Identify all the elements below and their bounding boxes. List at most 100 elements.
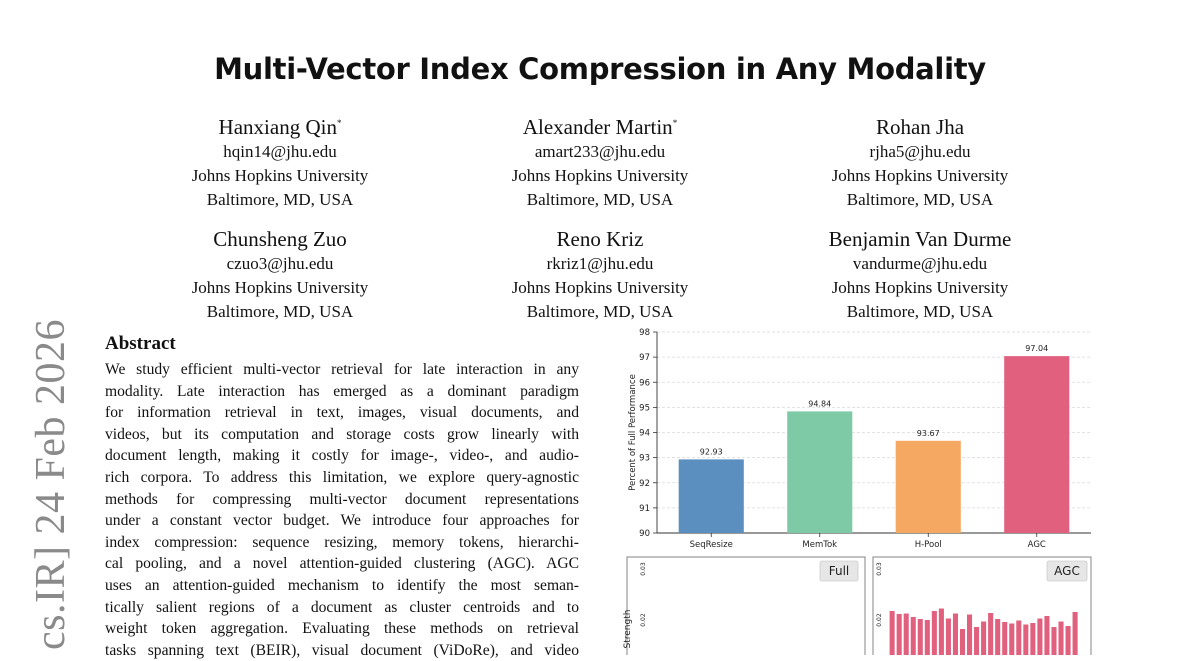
abstract-line: uses an attention-guided mechanism to id… — [105, 576, 579, 594]
author-name: Hanxiang Qin* — [218, 115, 342, 139]
y-axis-title: Strength — [623, 610, 633, 649]
attention-bar — [931, 611, 937, 661]
abstract-section: Abstract We study efficient multi-vector… — [105, 333, 579, 661]
y-tick-label: 0.02 — [640, 613, 647, 627]
attention-bar — [917, 619, 923, 661]
agc-panel-frame — [872, 556, 1092, 661]
y-tick-label: 93 — [639, 454, 650, 464]
attention-bar — [1009, 623, 1015, 661]
attention-bar — [903, 613, 909, 661]
author-affiliation: Johns Hopkins University — [831, 278, 1009, 297]
author-card: Rohan Jha rjha5@jhu.edu Johns Hopkins Un… — [760, 110, 1080, 212]
panel-label-agc: AGC — [1054, 564, 1080, 578]
attention-bar — [995, 619, 1001, 661]
attention-bar — [1037, 618, 1043, 661]
abstract-line: index compression: sequence resizing, me… — [105, 533, 579, 551]
x-tick-label: AGC — [1028, 540, 1046, 550]
author-card: Benjamin Van Durme vandurme@jhu.edu John… — [760, 222, 1080, 324]
author-email: vandurme@jhu.edu — [852, 254, 988, 273]
data-label: 94.84 — [808, 399, 831, 408]
attention-bar — [938, 608, 944, 661]
author-name: Reno Kriz — [556, 227, 644, 251]
bar-seqresize — [678, 459, 744, 533]
panel-label-full: Full — [829, 564, 850, 578]
abstract-line: modality. Late interaction has emerged a… — [105, 382, 579, 400]
y-tick-label: 94 — [639, 429, 650, 439]
equal-contribution-mark: * — [672, 118, 678, 128]
author-card: Alexander Martin* amart233@jhu.edu Johns… — [440, 110, 760, 212]
attention-bar — [1044, 616, 1050, 661]
attention-bar — [1016, 620, 1022, 661]
author-location: Baltimore, MD, USA — [526, 302, 674, 321]
y-tick-label: 0.02 — [876, 613, 883, 627]
abstract-heading: Abstract — [105, 333, 176, 354]
attention-bar — [1065, 626, 1071, 661]
x-tick-label: H-Pool — [915, 540, 942, 550]
attention-bar — [1072, 612, 1078, 661]
abstract-line: cal pooling, and a novel attention-guide… — [105, 555, 579, 573]
author-card: Hanxiang Qin* hqin14@jhu.edu Johns Hopki… — [120, 110, 440, 212]
attention-bar — [1023, 624, 1029, 661]
bar-h-pool — [895, 440, 961, 533]
attention-bar — [924, 620, 930, 661]
author-location: Baltimore, MD, USA — [526, 190, 674, 209]
author-location: Baltimore, MD, USA — [846, 190, 994, 209]
attention-bar — [952, 613, 958, 661]
y-tick-label: 91 — [639, 504, 650, 514]
author-affiliation: Johns Hopkins University — [831, 166, 1009, 185]
attention-bar — [945, 618, 951, 661]
attention-bar — [981, 621, 987, 661]
attention-bar — [1030, 623, 1036, 661]
attention-bar — [974, 627, 980, 661]
abstract-line: document length, making it costly for im… — [105, 447, 579, 465]
y-tick-label: 92 — [639, 479, 650, 489]
x-tick-label: MemTok — [802, 540, 837, 550]
abstract-line: tically salient regions of a document as… — [105, 598, 579, 616]
attention-bar — [1051, 627, 1057, 661]
attention-bar — [1002, 622, 1008, 661]
author-affiliation: Johns Hopkins University — [511, 278, 689, 297]
y-tick-label: 95 — [639, 403, 650, 413]
attention-bar — [967, 614, 973, 661]
y-tick-label: 96 — [639, 378, 650, 388]
abstract-body: We study efficient multi-vector retrieva… — [105, 359, 579, 661]
y-tick-label: 90 — [639, 529, 650, 539]
author-name: Chunsheng Zuo — [213, 227, 347, 251]
author-name: Alexander Martin* — [522, 115, 678, 139]
author-name: Benjamin Van Durme — [828, 227, 1012, 251]
panel-label-box — [1046, 560, 1088, 582]
author-affiliation: Johns Hopkins University — [191, 278, 369, 297]
author-location: Baltimore, MD, USA — [206, 302, 354, 321]
author-email: hqin14@jhu.edu — [223, 142, 337, 161]
x-tick-label: SeqResize — [690, 540, 733, 550]
arxiv-sidebar-stamp: cs.IR] 24 Feb 2026 — [28, 319, 74, 650]
author-affiliation: Johns Hopkins University — [191, 166, 369, 185]
y-axis-title: Percent of Full Performance — [628, 374, 638, 491]
attention-bar — [889, 611, 895, 661]
author-card: Reno Kriz rkriz1@jhu.edu Johns Hopkins U… — [440, 222, 760, 324]
author-email: czuo3@jhu.edu — [226, 254, 334, 273]
equal-contribution-mark: * — [336, 118, 342, 128]
figure-canvas: 90 91 92 93 94 95 96 97 98 92.93 SeqResize 94.84 Mem… — [623, 328, 1092, 661]
abstract-line: tasks spanning text (BEIR), visual docum… — [105, 641, 579, 659]
data-label: 92.93 — [700, 447, 723, 456]
teaser-figure: 90 91 92 93 94 95 96 97 98 92.93 SeqResize 94.84 Mem… — [615, 325, 1105, 661]
y-tick-label: 0.03 — [640, 562, 647, 576]
author-email: rjha5@jhu.edu — [869, 142, 971, 161]
abstract-line: methods for compressing multi-vector doc… — [105, 490, 579, 508]
attention-bar — [1058, 621, 1064, 661]
abstract-line: for information retrieval in text, image… — [105, 404, 579, 422]
data-label: 93.67 — [917, 429, 940, 438]
abstract-line: under a constant vector budget. We intro… — [105, 512, 579, 530]
author-affiliation: Johns Hopkins University — [511, 166, 689, 185]
abstract-line: We study efficient multi-vector retrieva… — [105, 361, 579, 378]
data-label: 97.04 — [1025, 344, 1048, 353]
full-panel-frame — [626, 556, 866, 661]
author-name: Rohan Jha — [875, 115, 965, 139]
bar-memtok — [787, 411, 853, 533]
attention-bar — [910, 617, 916, 661]
y-tick-label: 98 — [639, 328, 650, 338]
author-email: rkriz1@jhu.edu — [546, 254, 654, 273]
author-location: Baltimore, MD, USA — [846, 302, 994, 321]
author-email: amart233@jhu.edu — [534, 142, 666, 161]
